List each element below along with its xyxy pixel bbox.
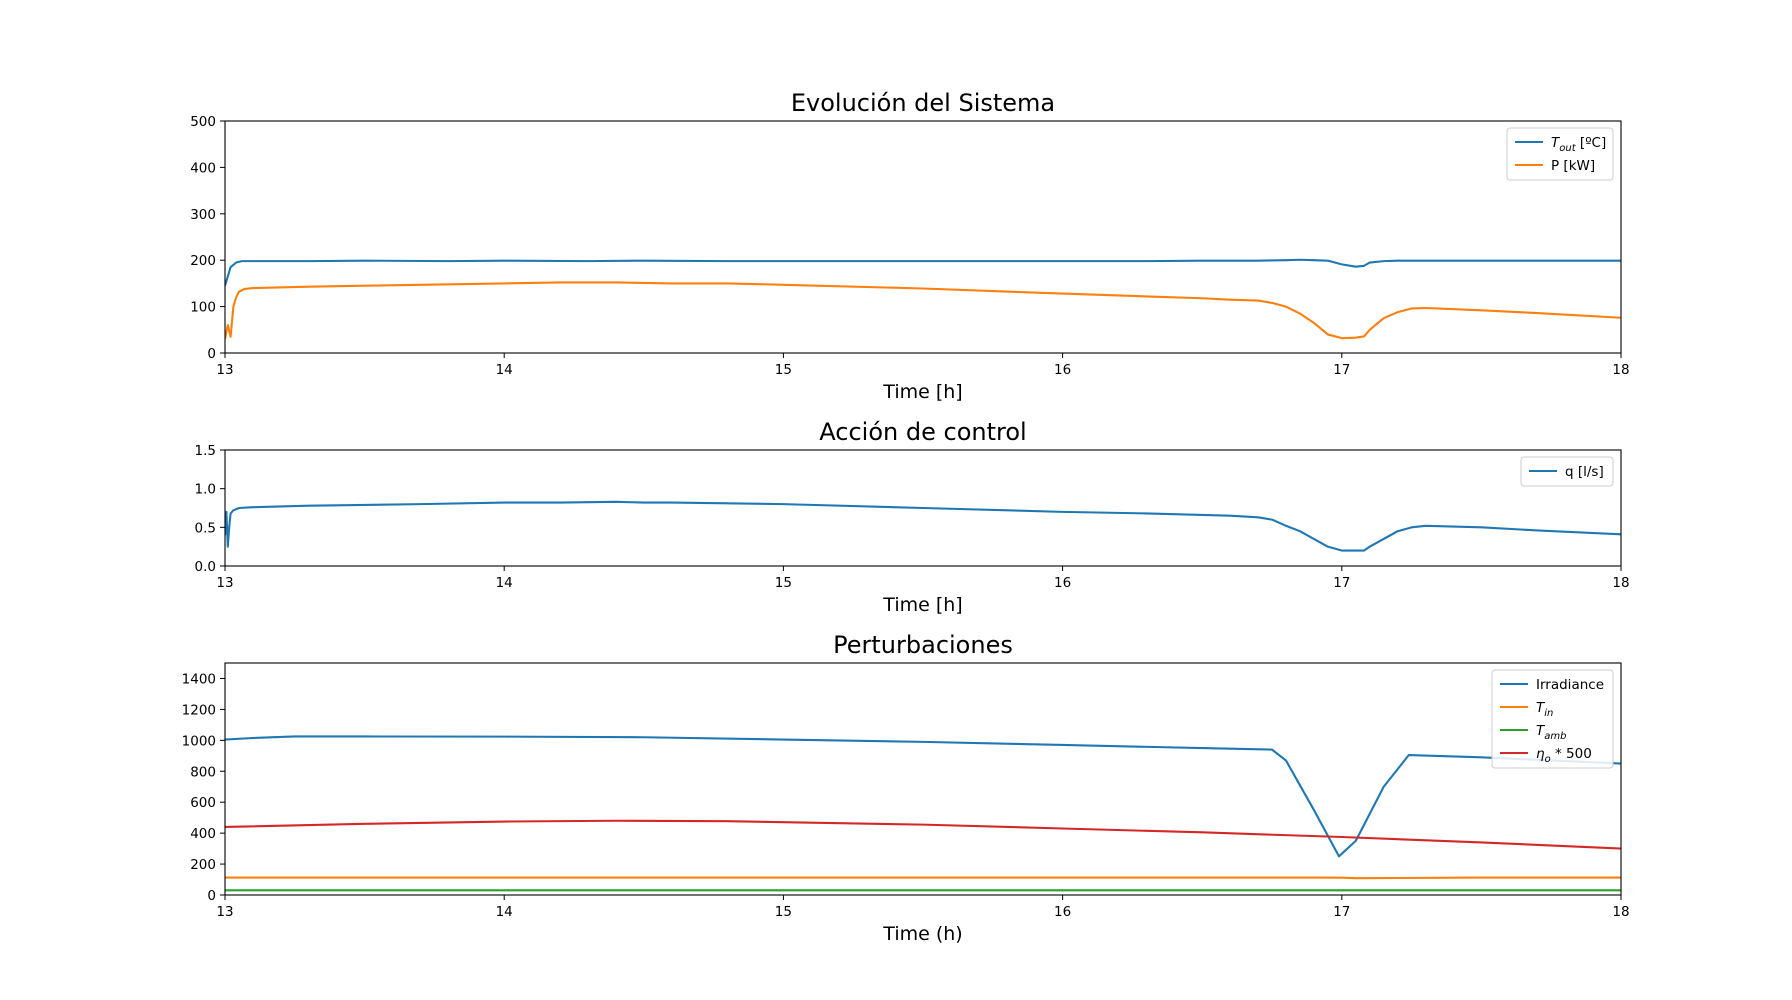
x-tick-label: 18 <box>1612 362 1629 378</box>
x-tick-label: 17 <box>1333 362 1350 378</box>
y-tick-label: 800 <box>190 764 216 780</box>
x-tick-label: 14 <box>496 904 513 920</box>
x-tick-label: 13 <box>216 575 233 591</box>
panel-control-action: Acción de control 13 14 15 16 17 180.00.51.01… <box>195 418 1630 616</box>
series-line-0 <box>225 500 1621 552</box>
legend: q [l/s] <box>1520 456 1614 487</box>
legend-entry: Irradiance <box>1536 677 1604 693</box>
x-axis-label: Time [h] <box>882 594 962 616</box>
plot-area: 13 14 15 16 17 18 0 100 200 300 400 500 Tout [ºC] P [… <box>190 114 1629 378</box>
legend-entry: Tout [ºC] <box>1551 135 1606 154</box>
x-axis-label: Time [h] <box>882 381 962 403</box>
y-tick-label: 200 <box>190 857 216 873</box>
series-line-3 <box>225 819 1621 850</box>
x-tick-label: 17 <box>1333 904 1350 920</box>
y-tick-label: 1400 <box>182 671 216 687</box>
x-tick-label: 14 <box>496 362 513 378</box>
y-tick-label: 1.0 <box>195 482 216 498</box>
y-tick-label: 1000 <box>182 733 216 749</box>
series-line-0 <box>225 735 1621 858</box>
legend-entry: P [kW] <box>1551 158 1595 174</box>
y-tick-label: 100 <box>190 300 216 316</box>
panel-system-evolution: Evolución del Sistema 13 14 15 16 17 18010020… <box>190 89 1629 403</box>
plot-area: 13 14 15 16 17 18 0 200 400 600 800 1000 1200 1400 Irr… <box>182 662 1630 920</box>
y-tick-label: 0 <box>207 888 216 904</box>
plot-area: 13 14 15 16 17 18 0.0 0.5 1.0 1.5 q [l/s] <box>195 443 1630 591</box>
x-tick-label: 15 <box>775 362 792 378</box>
series-line-1 <box>225 281 1621 340</box>
y-tick-label: 500 <box>190 114 216 130</box>
legend-box <box>1520 456 1614 487</box>
legend-entry: Tamb <box>1536 723 1566 742</box>
x-tick-label: 18 <box>1612 904 1629 920</box>
x-tick-label: 16 <box>1054 575 1071 591</box>
panel-title: Acción de control <box>819 418 1026 446</box>
x-tick-label: 14 <box>496 575 513 591</box>
panel-title: Perturbaciones <box>833 631 1013 659</box>
y-tick-label: 200 <box>190 253 216 269</box>
legend-box <box>1491 669 1614 769</box>
x-axis-label: Time (h) <box>882 923 962 945</box>
x-tick-label: 15 <box>775 575 792 591</box>
y-tick-label: 1.5 <box>195 443 216 459</box>
legend: Tout [ºC] P [kW] <box>1506 127 1614 181</box>
y-tick-label: 0 <box>207 346 216 362</box>
y-tick-label: 0.5 <box>195 520 216 536</box>
legend-entry: Tin <box>1536 700 1553 719</box>
legend: Irradiance Tin Tamb ηo * 500 <box>1491 669 1614 769</box>
y-tick-label: 300 <box>190 207 216 223</box>
series-line-1 <box>225 876 1621 880</box>
axes-frame <box>224 120 1622 354</box>
series-line-0 <box>225 258 1621 287</box>
x-tick-label: 13 <box>216 362 233 378</box>
axes-frame <box>224 449 1622 567</box>
x-tick-label: 15 <box>775 904 792 920</box>
legend-entry: q [l/s] <box>1565 464 1604 480</box>
y-tick-label: 0.0 <box>195 559 216 575</box>
y-tick-label: 400 <box>190 160 216 176</box>
x-tick-label: 16 <box>1054 362 1071 378</box>
x-tick-label: 16 <box>1054 904 1071 920</box>
y-tick-label: 400 <box>190 826 216 842</box>
panel-disturbances: Perturbaciones 13 14 15 16 17 18 0 200 400 600 800… <box>182 631 1630 945</box>
legend-entry: ηo * 500 <box>1536 746 1592 765</box>
x-tick-label: 18 <box>1612 575 1629 591</box>
y-tick-label: 600 <box>190 795 216 811</box>
panel-title: Evolución del Sistema <box>791 89 1055 117</box>
x-tick-label: 17 <box>1333 575 1350 591</box>
axes-frame <box>224 662 1622 896</box>
y-tick-label: 1200 <box>182 702 216 718</box>
x-tick-label: 13 <box>216 904 233 920</box>
